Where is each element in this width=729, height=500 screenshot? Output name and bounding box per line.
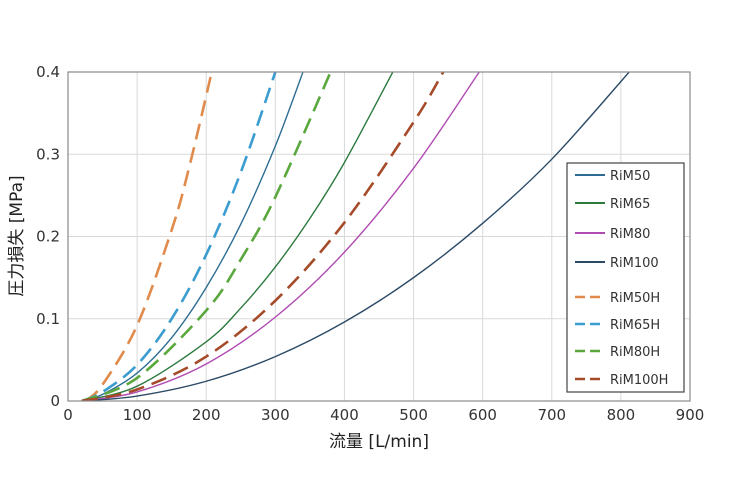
x-tick-label: 100 [123,406,152,424]
legend-label-rim80: RiM80 [610,227,650,242]
series-line-rim100 [81,72,630,401]
series-line-rim50h [84,72,214,401]
y-tick-label: 0.3 [36,145,60,163]
x-tick-label: 800 [607,406,636,424]
series-layer [81,72,630,401]
y-tick-label: 0.1 [36,310,60,328]
legend-label-rim65h: RiM65H [610,318,660,333]
legend-label-rim80h: RiM80H [610,345,660,360]
y-tick-label: 0.2 [36,228,60,246]
legend-label-rim65: RiM65 [610,197,650,212]
legend-label-rim100h: RiM100H [610,373,668,388]
x-tick-label: 400 [330,406,359,424]
legend-label-rim50h: RiM50H [610,291,660,306]
x-tick-label: 200 [192,406,221,424]
y-axis-title: 圧力損失 [MPa] [7,175,27,296]
series-line-rim80h [81,72,332,401]
legend-label-rim50: RiM50 [610,169,650,184]
y-tick-label: 0.4 [36,63,60,81]
series-line-rim65h [81,72,277,401]
legend-box [566,162,685,393]
series-line-rim80 [81,72,480,401]
legend-label-rim100: RiM100 [610,256,659,271]
axes-layer: 0 100 200 300 400 500 600 700 800 900 0 0.1 0.2 0.3 0.… [36,63,704,424]
x-tick-label: 300 [261,406,290,424]
x-tick-label: 900 [676,406,705,424]
y-tick-label: 0 [50,392,60,410]
legend: RiM50 RiM65 RiM80 RiM100 RiM50H RiM65H RiM80H R… [566,162,685,393]
series-line-rim65 [81,72,394,401]
series-line-rim100h [81,72,445,401]
x-tick-label: 600 [468,406,497,424]
plot-frame [67,71,691,402]
x-tick-label: 700 [537,406,566,424]
x-tick-label: 500 [399,406,428,424]
x-tick-label: 0 [63,406,73,424]
x-axis-title: 流量 [L/min] [329,432,429,452]
